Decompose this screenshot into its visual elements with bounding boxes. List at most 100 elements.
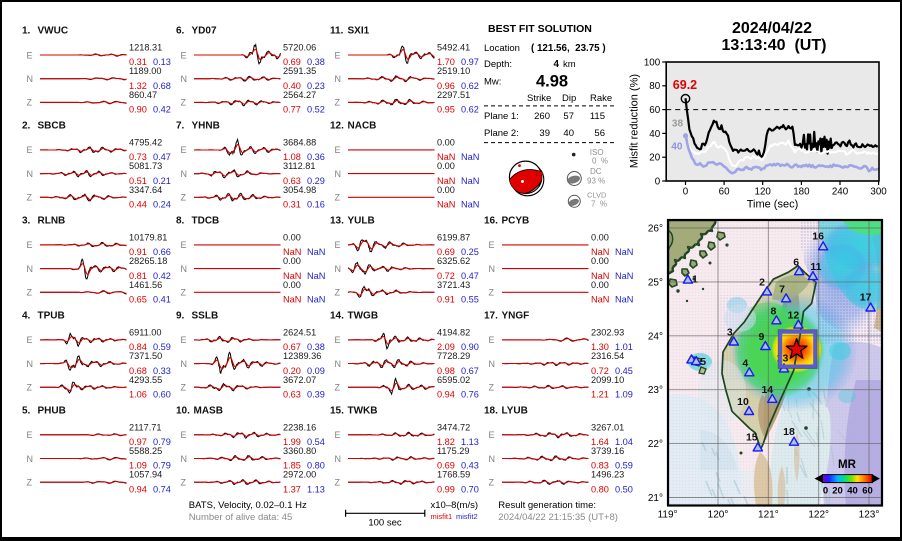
svg-text:Z: Z	[335, 478, 341, 488]
svg-text:5: 5	[700, 356, 706, 368]
svg-text:NaN: NaN	[437, 176, 455, 186]
svg-text:1.32: 1.32	[129, 81, 147, 91]
svg-text:3.: 3.	[22, 216, 31, 227]
svg-text:N: N	[27, 74, 34, 84]
svg-text:TPUB: TPUB	[38, 311, 65, 322]
svg-text:6: 6	[793, 256, 799, 268]
svg-text:0.00: 0.00	[437, 137, 455, 147]
svg-text:Result generation time:: Result generation time:	[498, 500, 596, 511]
svg-text:9.: 9.	[176, 311, 185, 322]
svg-text:E: E	[181, 50, 187, 60]
svg-text:E: E	[489, 335, 495, 345]
svg-text:860.47: 860.47	[129, 90, 157, 100]
svg-text:NaN: NaN	[437, 152, 455, 162]
svg-text:25°: 25°	[648, 277, 663, 288]
svg-text:Z: Z	[181, 98, 187, 108]
svg-text:0.83: 0.83	[591, 461, 609, 471]
svg-text:MASB: MASB	[194, 406, 223, 417]
svg-text:15: 15	[746, 432, 758, 444]
svg-text:NaN: NaN	[615, 247, 633, 257]
svg-text:Z: Z	[335, 383, 341, 393]
svg-text:Z: Z	[27, 383, 33, 393]
svg-text:x10–8(m/s): x10–8(m/s)	[431, 500, 479, 511]
svg-text:0.44: 0.44	[129, 200, 147, 210]
svg-text:8: 8	[770, 305, 776, 317]
svg-text:TWKB: TWKB	[348, 406, 378, 417]
svg-text:NaN: NaN	[307, 271, 325, 281]
svg-text:0.45: 0.45	[615, 366, 633, 376]
svg-text:NaN: NaN	[591, 271, 609, 281]
svg-text:SSLB: SSLB	[192, 311, 219, 322]
svg-text:122°: 122°	[808, 510, 829, 521]
svg-text:NaN: NaN	[591, 247, 609, 257]
svg-text:0.23: 0.23	[307, 81, 325, 91]
svg-text:0.80: 0.80	[591, 484, 609, 494]
svg-text:0.00: 0.00	[591, 280, 609, 290]
svg-text:N: N	[489, 454, 496, 464]
svg-text:N: N	[27, 169, 34, 179]
svg-text:5720.06: 5720.06	[283, 43, 316, 53]
svg-text:1768.59: 1768.59	[437, 470, 470, 480]
svg-text:2624.51: 2624.51	[283, 327, 316, 337]
svg-text:2024/04/22: 2024/04/22	[732, 20, 812, 37]
svg-text:0.38: 0.38	[307, 342, 325, 352]
svg-text:0.50: 0.50	[615, 484, 633, 494]
svg-text:0.68: 0.68	[129, 366, 147, 376]
svg-text:N: N	[335, 454, 342, 464]
svg-text:3: 3	[727, 327, 733, 339]
svg-text:2564.27: 2564.27	[283, 90, 316, 100]
svg-text:0.73: 0.73	[129, 152, 147, 162]
svg-text:3474.72: 3474.72	[437, 422, 470, 432]
svg-text:0.00: 0.00	[591, 256, 609, 266]
svg-text:17.: 17.	[484, 311, 498, 322]
svg-text:0.91: 0.91	[129, 247, 147, 257]
svg-text:NaN: NaN	[283, 295, 301, 305]
svg-text:3112.81: 3112.81	[283, 161, 316, 171]
svg-text:0.90: 0.90	[461, 342, 479, 352]
svg-text:11.: 11.	[330, 26, 344, 37]
svg-text:E: E	[27, 430, 33, 440]
svg-text:N: N	[181, 74, 188, 84]
svg-text:28265.18: 28265.18	[129, 256, 167, 266]
svg-text:14: 14	[761, 384, 773, 396]
svg-text:BEST FIT SOLUTION: BEST FIT SOLUTION	[488, 23, 592, 35]
svg-text:57: 57	[563, 111, 574, 122]
svg-text:Plane 2:: Plane 2:	[484, 128, 519, 139]
svg-text:N: N	[335, 359, 342, 369]
svg-text:115: 115	[590, 111, 605, 122]
svg-text:6.: 6.	[176, 26, 185, 37]
svg-text:0: 0	[683, 187, 689, 198]
svg-text:N: N	[181, 264, 188, 274]
svg-text:E: E	[489, 240, 495, 250]
svg-text:2316.54: 2316.54	[591, 351, 624, 361]
svg-text:0.81: 0.81	[129, 271, 147, 281]
svg-text:12.: 12.	[330, 121, 344, 132]
svg-text:2591.35: 2591.35	[283, 66, 316, 76]
svg-text:VWUC: VWUC	[38, 26, 69, 37]
svg-text:4: 4	[554, 59, 560, 70]
svg-text:0: 0	[655, 176, 661, 187]
svg-text:10.: 10.	[176, 406, 190, 417]
svg-text:40: 40	[649, 129, 660, 140]
svg-text:7.: 7.	[176, 121, 185, 132]
svg-text:misfit2: misfit2	[456, 512, 478, 521]
svg-text:0.00: 0.00	[283, 280, 301, 290]
svg-text:1.82: 1.82	[437, 437, 455, 447]
svg-text:NaN: NaN	[283, 271, 301, 281]
svg-text:11: 11	[810, 261, 821, 273]
svg-text:E: E	[27, 335, 33, 345]
svg-text:22°: 22°	[648, 439, 663, 450]
svg-text:1.09: 1.09	[615, 389, 633, 399]
svg-text:0.98: 0.98	[437, 366, 455, 376]
svg-text:14.: 14.	[330, 311, 344, 322]
svg-text:4194.82: 4194.82	[437, 327, 470, 337]
svg-text:NaN: NaN	[461, 176, 479, 186]
svg-text:Z: Z	[27, 478, 33, 488]
svg-text:5081.73: 5081.73	[129, 161, 162, 171]
svg-text:ISO: ISO	[590, 148, 604, 157]
svg-text:Z: Z	[181, 478, 187, 488]
svg-text:1.13: 1.13	[461, 437, 479, 447]
svg-text:0.33: 0.33	[153, 366, 171, 376]
svg-text:E: E	[27, 145, 33, 155]
svg-text:1.13: 1.13	[307, 484, 325, 494]
